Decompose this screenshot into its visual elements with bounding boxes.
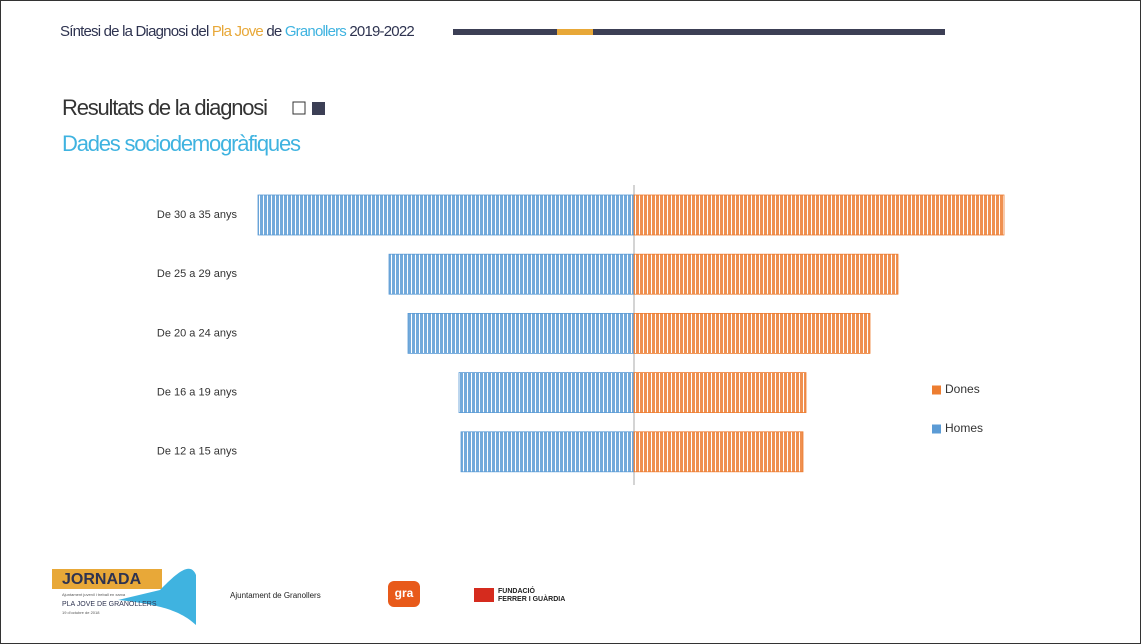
footer: JORNADA Ajuntament juvenil i treball en … [52,568,565,625]
legend-label: Dones [945,382,980,396]
header-part: de [263,23,285,40]
header-part: Síntesi de la Diagnosi del [60,23,212,40]
legend-swatch [932,385,941,395]
bar [388,253,635,295]
slide-subtitle: Dades sociodemogràfiques [62,131,301,156]
fundacio-mark [474,588,494,602]
header-part: Pla Jove [212,23,264,40]
bar [458,372,635,414]
y-tick-label: De 20 a 24 anys [157,327,238,339]
header-part: 2019-2022 [346,23,414,40]
legend-swatch [932,424,941,434]
bar [633,194,1005,236]
bar [633,312,871,354]
logo-shape [118,568,196,625]
pla-jove-text: PLA JOVE DE GRANOLLERS [62,601,157,608]
y-tick-label: De 25 a 29 anys [157,268,238,280]
bar [633,431,804,473]
bar [257,194,635,236]
jornada-text: JORNADA [62,571,142,588]
jornada-box [52,569,162,589]
jornada-sub: Ajuntament juvenil i treball en xarxa [62,592,126,597]
gra-logo-bg [388,581,420,607]
header-part: Granollers [285,23,346,40]
legend-label: Homes [945,421,983,435]
fundacio-text: FUNDACIÓ [498,586,535,595]
bar [633,253,899,295]
ajuntament-logo: Ajuntament de Granollers [230,591,321,600]
title-icon [292,101,306,115]
slide-title: Resultats de la diagnosi [62,95,267,120]
y-tick-label: De 30 a 35 anys [157,209,238,221]
header-rule-accent [557,29,593,35]
bar [460,431,635,473]
title-icon [312,102,325,115]
date-text: 19 d'octubre de 2018 [62,610,100,615]
bar [633,372,807,414]
header-text: Síntesi de la Diagnosi del Pla Jove de G… [60,23,414,40]
y-tick-label: De 12 a 15 anys [157,446,238,458]
header-rule [453,29,945,35]
bar [407,312,635,354]
y-tick-label: De 16 a 19 anys [157,387,238,399]
fundacio-text: FERRER I GUÀRDIA [498,594,565,603]
gra-logo: gra [395,586,414,600]
